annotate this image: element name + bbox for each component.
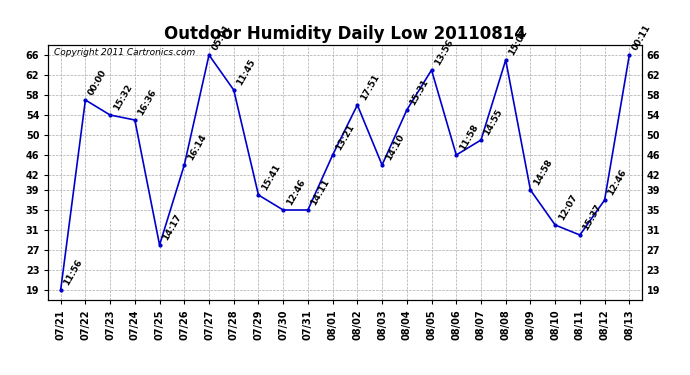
Text: 12:46: 12:46 — [606, 168, 628, 197]
Text: 14:58: 14:58 — [532, 158, 554, 187]
Text: 15:41: 15:41 — [260, 163, 282, 192]
Text: 05:01: 05:01 — [210, 23, 233, 52]
Text: 14:11: 14:11 — [309, 178, 331, 207]
Text: 11:58: 11:58 — [457, 123, 480, 152]
Text: 16:14: 16:14 — [186, 133, 208, 162]
Text: 11:56: 11:56 — [62, 258, 84, 287]
Text: 17:51: 17:51 — [359, 73, 381, 102]
Text: 13:21: 13:21 — [334, 123, 356, 152]
Text: 12:07: 12:07 — [557, 193, 579, 222]
Text: 00:11: 00:11 — [631, 23, 653, 52]
Text: 11:45: 11:45 — [235, 58, 257, 87]
Title: Outdoor Humidity Daily Low 20110814: Outdoor Humidity Daily Low 20110814 — [164, 26, 526, 44]
Text: Copyright 2011 Cartronics.com: Copyright 2011 Cartronics.com — [55, 48, 195, 57]
Text: 14:10: 14:10 — [384, 133, 406, 162]
Text: 14:55: 14:55 — [482, 108, 504, 137]
Text: 12:46: 12:46 — [284, 178, 307, 207]
Text: 00:00: 00:00 — [87, 68, 108, 97]
Text: 15:31: 15:31 — [408, 78, 431, 107]
Text: 15:32: 15:32 — [112, 83, 134, 112]
Text: 13:56: 13:56 — [433, 38, 455, 67]
Text: 15:37: 15:37 — [581, 203, 604, 232]
Text: 16:36: 16:36 — [136, 88, 158, 117]
Text: 15:02: 15:02 — [507, 28, 529, 57]
Text: 14:17: 14:17 — [161, 213, 183, 242]
